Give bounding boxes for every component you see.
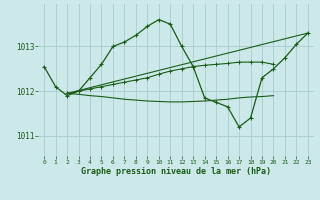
X-axis label: Graphe pression niveau de la mer (hPa): Graphe pression niveau de la mer (hPa) (81, 167, 271, 176)
